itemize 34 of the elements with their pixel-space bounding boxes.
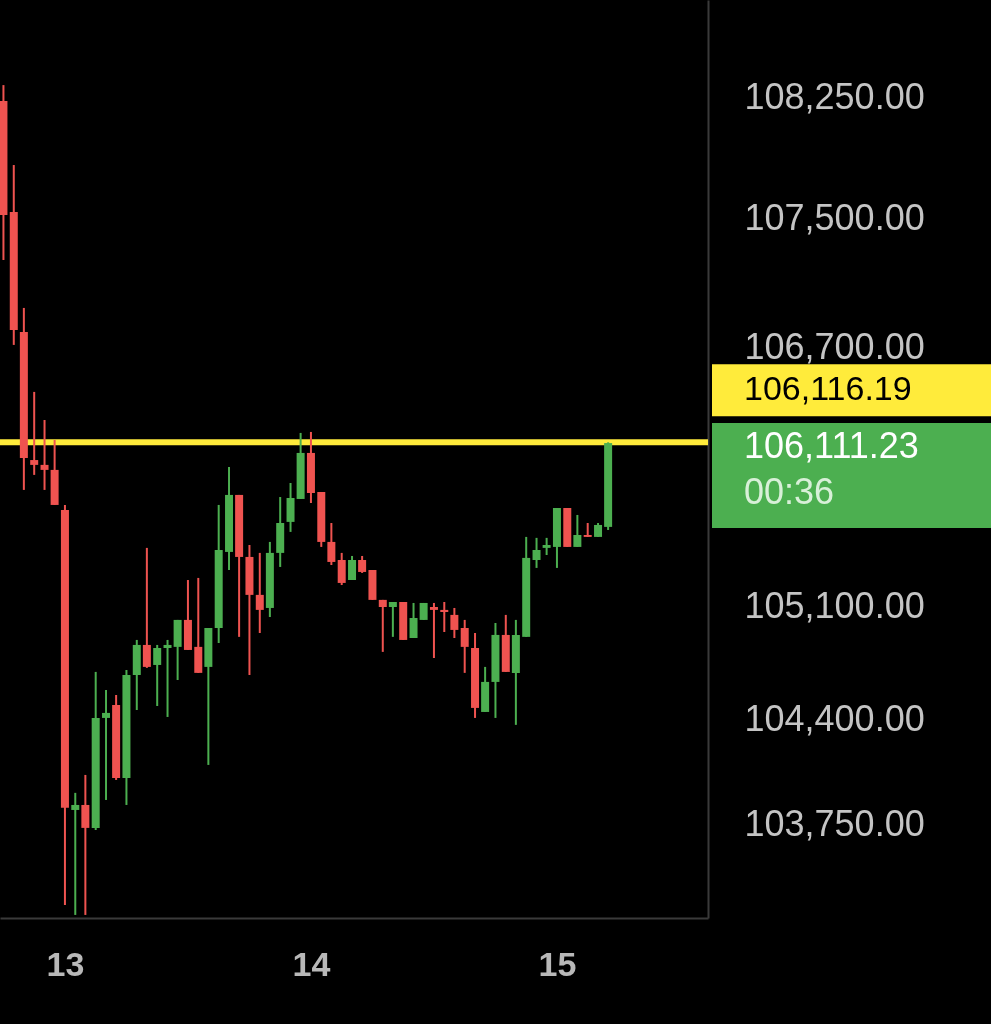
x-tick-label: 13: [46, 944, 85, 983]
x-tick-label: 14: [292, 944, 331, 983]
candlestick: [286, 481, 295, 533]
candlestick: [163, 638, 172, 718]
candlestick: [337, 551, 346, 587]
candlestick: [460, 618, 469, 674]
y-tick-label: 107,500.00: [744, 197, 925, 239]
candlestick: [255, 551, 264, 634]
candlestick: [440, 600, 449, 634]
candlestick: [40, 419, 49, 491]
candlestick: [450, 606, 459, 639]
candlestick: [30, 390, 39, 476]
candlestick: [532, 536, 541, 569]
candlestick: [388, 600, 397, 638]
y-tick-label: 106,700.00: [744, 326, 925, 368]
candlestick: [153, 643, 162, 707]
candlestick: [81, 773, 90, 916]
y-tick-label: 104,400.00: [744, 697, 925, 739]
candlestick: [378, 598, 387, 653]
candlestick: [327, 522, 336, 567]
x-tick-label: 15: [538, 944, 577, 983]
y-tick-label: 105,100.00: [744, 584, 925, 626]
ref-line-label: 106,116.19: [744, 369, 912, 408]
y-tick-label: 103,750.00: [744, 802, 925, 844]
text: 106,111.23: [744, 425, 919, 466]
y-tick-label: 108,250.00: [744, 76, 925, 118]
candlestick: [142, 546, 151, 669]
candlestick: [102, 688, 111, 801]
candlestick: [429, 601, 438, 660]
candlestick: [573, 513, 582, 548]
text: 00:36: [744, 471, 835, 512]
candlestick: [348, 554, 357, 582]
candlestick: [409, 601, 418, 639]
candlestick: [71, 791, 80, 916]
